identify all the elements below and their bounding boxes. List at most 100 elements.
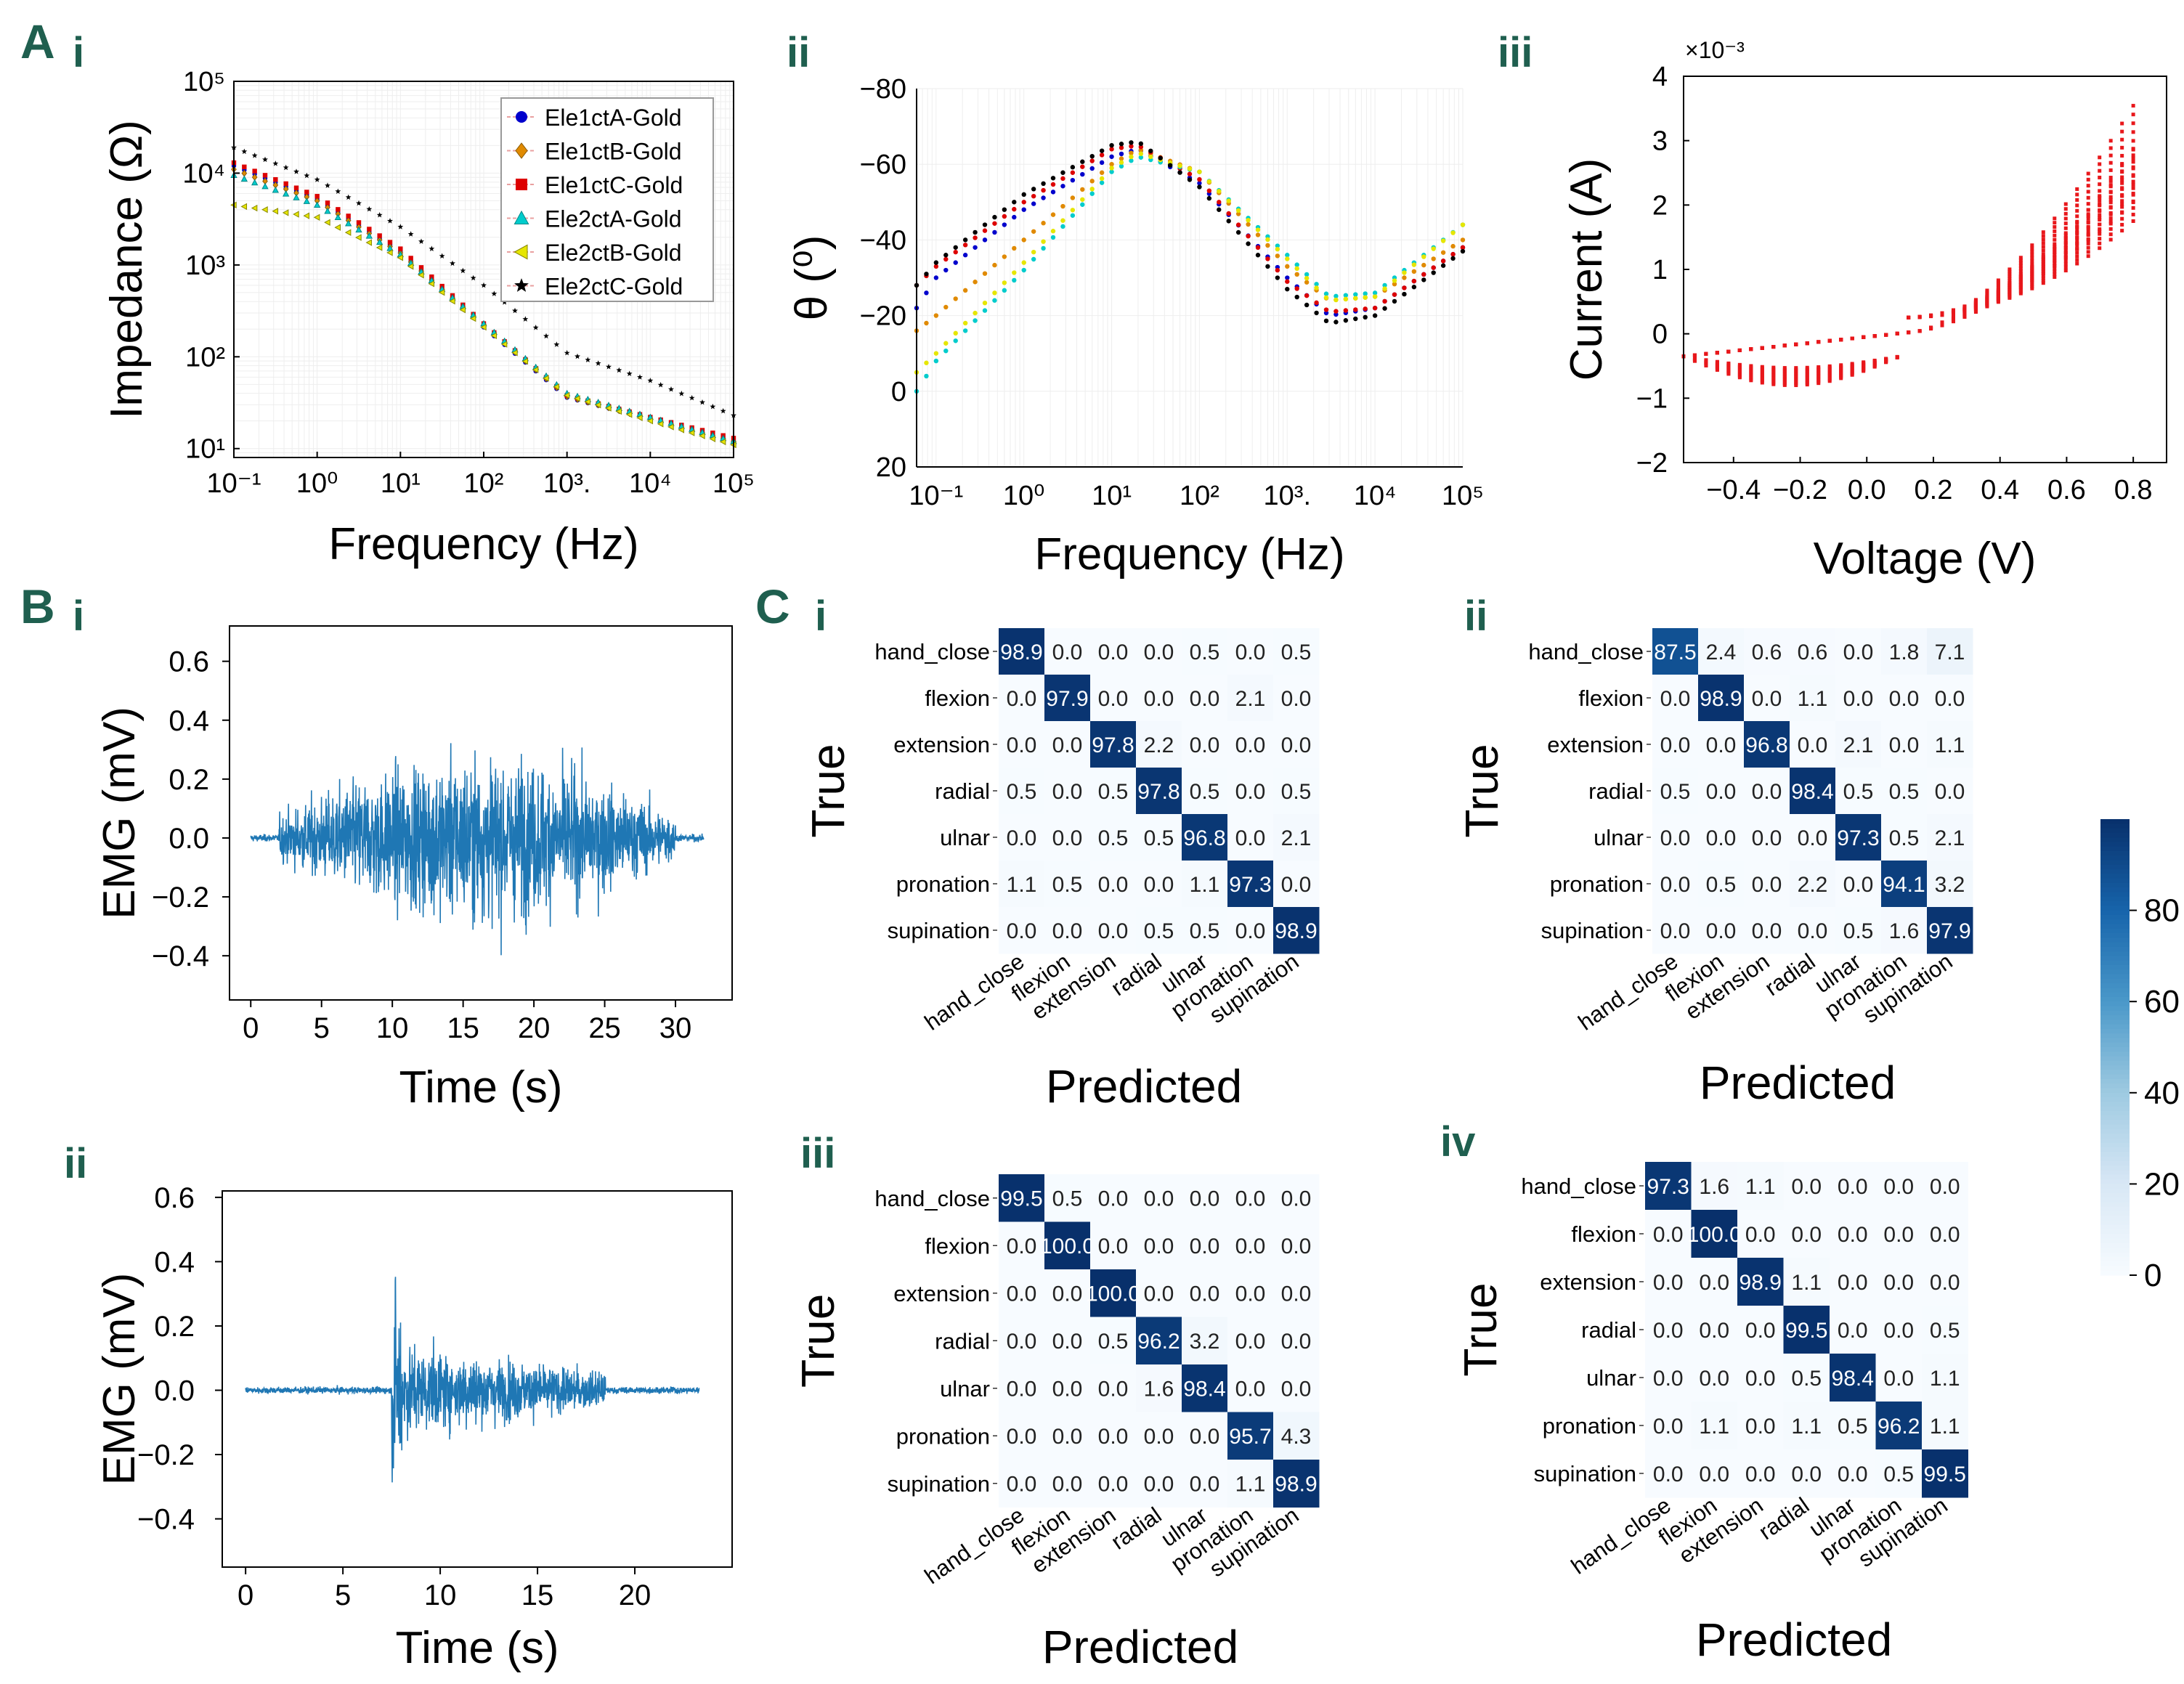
iv-point xyxy=(2041,245,2045,249)
data-point-Ele1ctC-Gold xyxy=(367,227,372,232)
data-point-Ele2ctB-Gold xyxy=(261,206,268,213)
data-point-Ele1ctC-Gold xyxy=(1421,272,1426,277)
x-tick-label: 10³. xyxy=(543,468,590,499)
colorbar-segment xyxy=(2100,1129,2130,1134)
cm-cell-value: 1.1 xyxy=(1235,1473,1266,1497)
data-point-Ele2ctC-Gold xyxy=(512,307,518,314)
cm-cell-value: 0.0 xyxy=(1235,1234,1266,1258)
data-point-Ele1ctA-Gold xyxy=(1002,222,1007,227)
iv-point xyxy=(2053,272,2057,277)
cm-cell xyxy=(1090,628,1137,675)
cm-cell xyxy=(1691,1258,1738,1306)
cm-cell xyxy=(1744,675,1790,722)
data-point-Ele2ctC-Gold xyxy=(1343,318,1349,323)
colorbar-segment xyxy=(2100,1110,2130,1116)
panel-label-B-ii: ii xyxy=(64,1140,87,1187)
iv-point xyxy=(1715,367,1719,372)
data-point-Ele2ctB-Gold xyxy=(699,432,705,439)
x-tick-label: 10² xyxy=(1180,481,1219,511)
cm-cell xyxy=(1830,1306,1876,1354)
iv-point xyxy=(2120,153,2124,158)
iv-point xyxy=(2030,253,2034,257)
iv-point xyxy=(2041,257,2045,261)
cm-cell xyxy=(1737,1354,1784,1402)
iv-point xyxy=(2131,121,2135,126)
cm-row-label: supination xyxy=(888,918,990,943)
legend-marker-Ele1ctA-Gold xyxy=(516,111,527,123)
cm-cell-value: 0.0 xyxy=(1098,873,1129,897)
panel-label-C-ii: ii xyxy=(1464,593,1487,640)
iv-point xyxy=(1816,381,1821,386)
iv-point xyxy=(2053,221,2057,225)
panel-label-C: C xyxy=(755,579,790,633)
y-tick-label: −0.4 xyxy=(137,1504,195,1536)
cm-cell xyxy=(999,1317,1045,1365)
cm-cell-value: 0.0 xyxy=(1098,1378,1129,1402)
data-point-Ele2ctC-Gold xyxy=(553,341,560,347)
iv-point xyxy=(2008,281,2012,285)
colorbar-segment xyxy=(2100,1224,2130,1230)
x-tick-label: 10⁵ xyxy=(713,468,755,499)
data-point-Ele2ctB-Gold xyxy=(574,395,580,402)
cm-cell xyxy=(1090,1460,1137,1508)
iv-point xyxy=(2086,229,2090,233)
cm-cell-value: 0.0 xyxy=(1190,1425,1220,1449)
cm-cell xyxy=(999,907,1045,954)
data-point-Ele2ctC-Gold xyxy=(1041,181,1046,187)
cm-cell-value: 0.0 xyxy=(1098,1473,1129,1497)
data-point-Ele2ctA-Gold xyxy=(1129,158,1134,163)
data-point-Ele2ctC-Gold xyxy=(1031,187,1036,192)
data-point-Ele2ctC-Gold xyxy=(1402,291,1407,297)
cm-cell-value: 7.1 xyxy=(1935,640,1965,664)
x-axis-label: Frequency (Hz) xyxy=(328,519,638,569)
iv-point xyxy=(2120,181,2124,185)
iv-point xyxy=(2120,205,2124,209)
colorbar-segment xyxy=(2100,1188,2130,1194)
colorbar-segment xyxy=(2100,1206,2130,1212)
data-point-Ele1ctB-Gold xyxy=(1099,170,1105,175)
data-point-Ele2ctC-Gold xyxy=(1206,195,1212,201)
data-point-Ele1ctC-Gold xyxy=(1255,245,1261,251)
cm-cell xyxy=(999,1460,1045,1508)
x-tick-label: 10⁴ xyxy=(1354,481,1397,511)
cm-cell-value: 0.0 xyxy=(1752,826,1782,850)
data-point-Ele1ctC-Gold xyxy=(933,264,939,269)
cm-cell-value: 98.4 xyxy=(1832,1367,1874,1391)
colorbar-segment xyxy=(2100,1197,2130,1203)
iv-point xyxy=(2041,248,2045,253)
data-point-Ele2ctB-Gold xyxy=(375,244,383,251)
data-point-Ele2ctC-Gold xyxy=(575,353,580,359)
data-point-Ele2ctB-Gold xyxy=(449,297,455,305)
x-tick-label: 0.2 xyxy=(1915,475,1953,505)
colorbar-tick-label: 60 xyxy=(2144,984,2180,1020)
colorbar-segment xyxy=(2100,892,2130,898)
data-point-Ele2ctB-Gold xyxy=(1206,179,1212,184)
data-point-Ele2ctC-Gold xyxy=(982,222,988,227)
iv-point xyxy=(2030,259,2034,264)
colorbar-segment xyxy=(2100,992,2130,998)
legend-label: Ele2ctB-Gold xyxy=(545,240,682,266)
cm-cell xyxy=(1273,1364,1320,1412)
data-point-Ele2ctB-Gold xyxy=(543,375,549,382)
colorbar-segment xyxy=(2100,969,2130,975)
cm-cell-value: 0.0 xyxy=(1281,1330,1312,1354)
colorbar-segment xyxy=(2100,1147,2130,1153)
iv-point xyxy=(2063,249,2068,253)
iv-point xyxy=(1985,288,1989,293)
cm-cell-value: 0.0 xyxy=(1052,1473,1083,1497)
cm-cell-value: 0.0 xyxy=(1752,873,1782,897)
iv-point xyxy=(2120,187,2124,191)
iv-point xyxy=(2075,198,2079,202)
colorbar-segment xyxy=(2100,1152,2130,1158)
iv-point xyxy=(2098,189,2102,193)
cm-cell xyxy=(1273,628,1320,675)
data-point-Ele2ctB-Gold xyxy=(344,229,352,236)
data-point-Ele2ctB-Gold xyxy=(1343,296,1349,302)
cm-cell-value: 0.0 xyxy=(1660,733,1691,757)
cm-cell xyxy=(1698,861,1745,908)
data-point-Ele1ctC-Gold xyxy=(1333,309,1339,314)
cm-cell-value: 0.0 xyxy=(1190,1187,1220,1211)
panel-label-A: A xyxy=(20,15,55,68)
iv-point xyxy=(1805,341,1809,346)
iv-point xyxy=(2086,195,2090,200)
